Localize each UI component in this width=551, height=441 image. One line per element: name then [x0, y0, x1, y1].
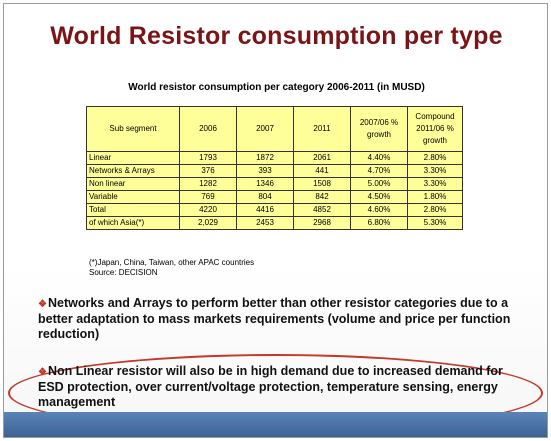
cell-growth: 4.50% [350, 190, 408, 204]
bullet-non-linear: ❖Non Linear resistor will also be in hig… [38, 364, 528, 410]
cell-compound: 3.30% [407, 164, 463, 178]
header-2011: 2011 [293, 106, 351, 152]
header-compound-growth: Compound 2011/06 % growth [407, 106, 463, 152]
cell-segment: Linear [86, 151, 180, 165]
cell-2011: 842 [293, 190, 351, 204]
bullet-text: Non Linear resistor will also be in high… [38, 364, 503, 409]
table-row: Linear 1793 1872 2061 4.40% 2.80% [86, 151, 463, 165]
slide-title: World Resistor consumption per type [50, 22, 503, 50]
table-row: Variable 769 804 842 4.50% 1.80% [86, 190, 463, 204]
cell-segment: Total [86, 203, 180, 217]
table-footnote: (*)Japan, China, Taiwan, other APAC coun… [89, 258, 255, 267]
header-2007-06-growth: 2007/06 % growth [350, 106, 408, 152]
table-source: Source: DECISION [89, 268, 158, 277]
cell-compound: 3.30% [407, 177, 463, 191]
cell-segment: of which Asia(*) [86, 216, 180, 230]
cell-growth: 6.80% [350, 216, 408, 230]
cell-growth: 4.40% [350, 151, 408, 165]
table-header-row: Sub segment 2006 2007 2011 2007/06 % gro… [86, 106, 463, 152]
cell-2007: 4416 [236, 203, 294, 217]
slide: World Resistor consumption per type Worl… [3, 3, 548, 438]
cell-2007: 804 [236, 190, 294, 204]
cell-segment: Non linear [86, 177, 180, 191]
table-title: World resistor consumption per category … [128, 82, 425, 93]
cell-compound: 1.80% [407, 190, 463, 204]
cell-2006: 1793 [179, 151, 237, 165]
cell-compound: 2.80% [407, 151, 463, 165]
header-sub-segment: Sub segment [86, 106, 180, 152]
cell-2006: 769 [179, 190, 237, 204]
table-row: of which Asia(*) 2,029 2453 2968 6.80% 5… [86, 216, 463, 230]
footer-bar [4, 412, 547, 437]
cell-growth: 5.00% [350, 177, 408, 191]
cell-2007: 1872 [236, 151, 294, 165]
cell-segment: Variable [86, 190, 180, 204]
cell-2006: 376 [179, 164, 237, 178]
cell-compound: 5.30% [407, 216, 463, 230]
consumption-table: Sub segment 2006 2007 2011 2007/06 % gro… [86, 106, 463, 230]
cell-2007: 2453 [236, 216, 294, 230]
cell-2006: 4220 [179, 203, 237, 217]
header-2007: 2007 [236, 106, 294, 152]
bullet-networks-arrays: ❖Networks and Arrays to perform better t… [38, 296, 528, 342]
table-row: Total 4220 4416 4852 4.60% 2.80% [86, 203, 463, 217]
cell-2011: 4852 [293, 203, 351, 217]
cell-2006: 1282 [179, 177, 237, 191]
cell-2006: 2,029 [179, 216, 237, 230]
cell-2011: 441 [293, 164, 351, 178]
cell-segment: Networks & Arrays [86, 164, 180, 178]
cell-2011: 1508 [293, 177, 351, 191]
bullet-diamond-icon: ❖ [38, 299, 47, 310]
cell-2007: 393 [236, 164, 294, 178]
cell-compound: 2.80% [407, 203, 463, 217]
cell-2011: 2061 [293, 151, 351, 165]
bullet-diamond-icon: ❖ [38, 367, 47, 378]
cell-growth: 4.60% [350, 203, 408, 217]
table-row: Networks & Arrays 376 393 441 4.70% 3.30… [86, 164, 463, 178]
cell-2011: 2968 [293, 216, 351, 230]
bullet-text: Networks and Arrays to perform better th… [38, 296, 511, 341]
cell-2007: 1346 [236, 177, 294, 191]
header-2006: 2006 [179, 106, 237, 152]
table-row: Non linear 1282 1346 1508 5.00% 3.30% [86, 177, 463, 191]
cell-growth: 4.70% [350, 164, 408, 178]
